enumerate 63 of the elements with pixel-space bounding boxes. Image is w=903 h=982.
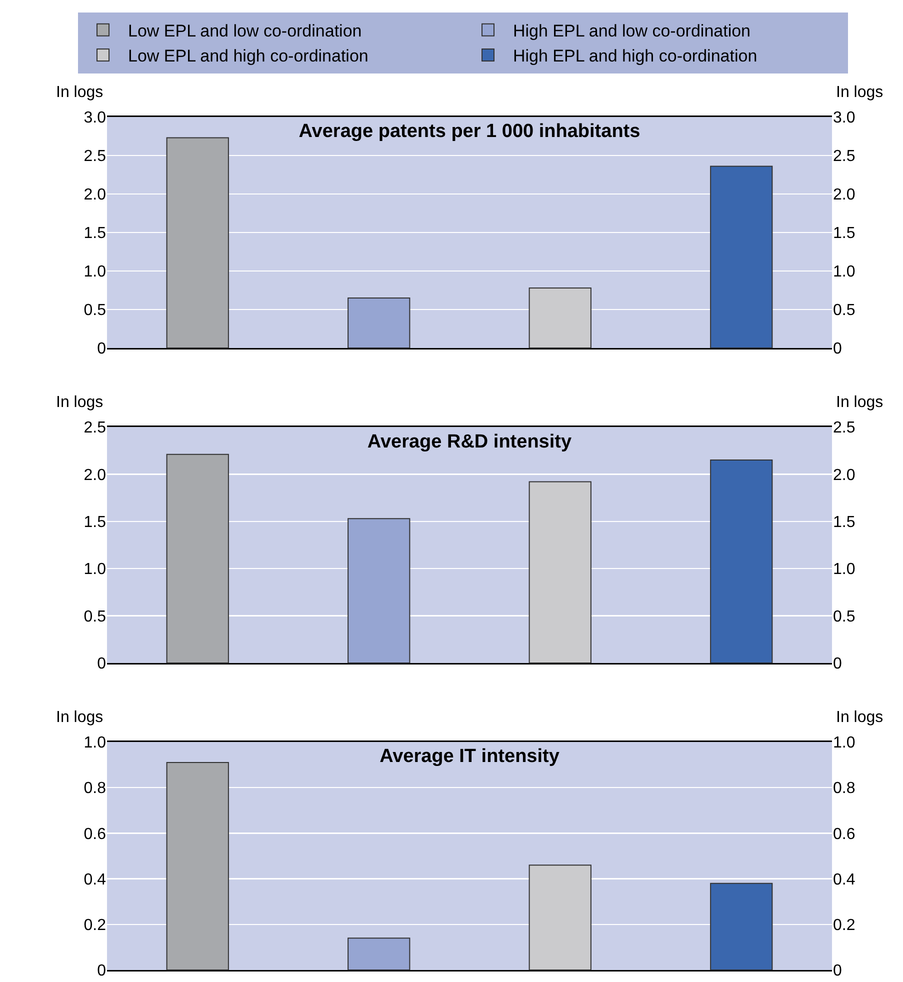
y-tick-label: 1.5: [84, 514, 106, 531]
y2-tick-label: 0: [833, 656, 842, 673]
y2-tick-label: 1.0: [833, 264, 856, 281]
y-tick-label: 0.8: [84, 780, 106, 798]
y-tick-label: 2.0: [84, 186, 106, 204]
y-axis-title: In logs: [56, 709, 104, 726]
y2-tick-label: 1.0: [833, 734, 856, 752]
y-tick-label: 0.5: [84, 302, 106, 320]
bar: [710, 460, 773, 663]
legend-label: High EPL and high co-ordination: [513, 46, 758, 66]
y-tick-label: 0.2: [84, 917, 106, 934]
y2-tick-label: 0: [833, 962, 842, 980]
y-tick-label: 0: [97, 340, 106, 358]
bar: [528, 481, 592, 663]
y-tick-label: 3.0: [84, 110, 106, 127]
y2-tick-label: 0.4: [833, 871, 856, 888]
legend-label: High EPL and low co-ordination: [513, 22, 751, 41]
bar: [166, 762, 229, 970]
y2-tick-label: 2.0: [833, 186, 856, 204]
legend-label: Low EPL and high co-ordination: [128, 46, 368, 66]
y-tick-label: 0.5: [84, 608, 106, 626]
y2-tick-label: 0.5: [833, 608, 856, 626]
bar: [348, 938, 410, 970]
bar: [528, 287, 592, 348]
y2-tick-label: 0.2: [833, 917, 856, 934]
y2-axis-title: In logs: [836, 394, 884, 411]
bar: [710, 882, 773, 970]
y-tick-label: 0.6: [84, 826, 106, 843]
y-tick-label: 2.0: [84, 466, 106, 484]
y-axis-title: In logs: [56, 394, 104, 411]
y2-axis-title: In logs: [836, 84, 884, 101]
y2-tick-label: 1.5: [833, 514, 856, 531]
bar: [348, 518, 410, 663]
y-axis-title: In logs: [56, 84, 104, 101]
y2-tick-label: 2.0: [833, 466, 856, 484]
y-tick-label: 1.0: [84, 734, 106, 752]
y-tick-label: 0.4: [84, 871, 106, 888]
y-tick-label: 0: [97, 962, 106, 980]
y2-tick-label: 1.0: [833, 561, 856, 578]
bar: [166, 137, 229, 348]
y2-tick-label: 0.8: [833, 780, 856, 798]
y2-tick-label: 2.5: [833, 148, 856, 166]
bar: [166, 454, 229, 663]
y2-tick-label: 3.0: [833, 110, 856, 127]
y2-tick-label: 0.5: [833, 302, 856, 320]
bar: [528, 864, 592, 970]
y-tick-label: 0: [97, 656, 106, 673]
y-tick-label: 1.0: [84, 561, 106, 578]
y-tick-label: 2.5: [84, 420, 106, 437]
y-tick-label: 2.5: [84, 148, 106, 166]
y2-tick-label: 0: [833, 340, 842, 358]
bar: [348, 297, 410, 348]
chart-title: Average R&D intensity: [367, 431, 572, 452]
bar: [710, 166, 773, 348]
legend-label: Low EPL and low co-ordination: [128, 22, 362, 41]
y2-tick-label: 0.6: [833, 826, 856, 843]
y-tick-label: 1.0: [84, 264, 106, 281]
y2-tick-label: 2.5: [833, 420, 856, 437]
chart-title: Average IT intensity: [380, 746, 560, 768]
chart-title: Average patents per 1 000 inhabitants: [298, 121, 640, 142]
y2-tick-label: 1.5: [833, 225, 856, 242]
y-tick-label: 1.5: [84, 225, 106, 242]
y2-axis-title: In logs: [836, 709, 884, 726]
